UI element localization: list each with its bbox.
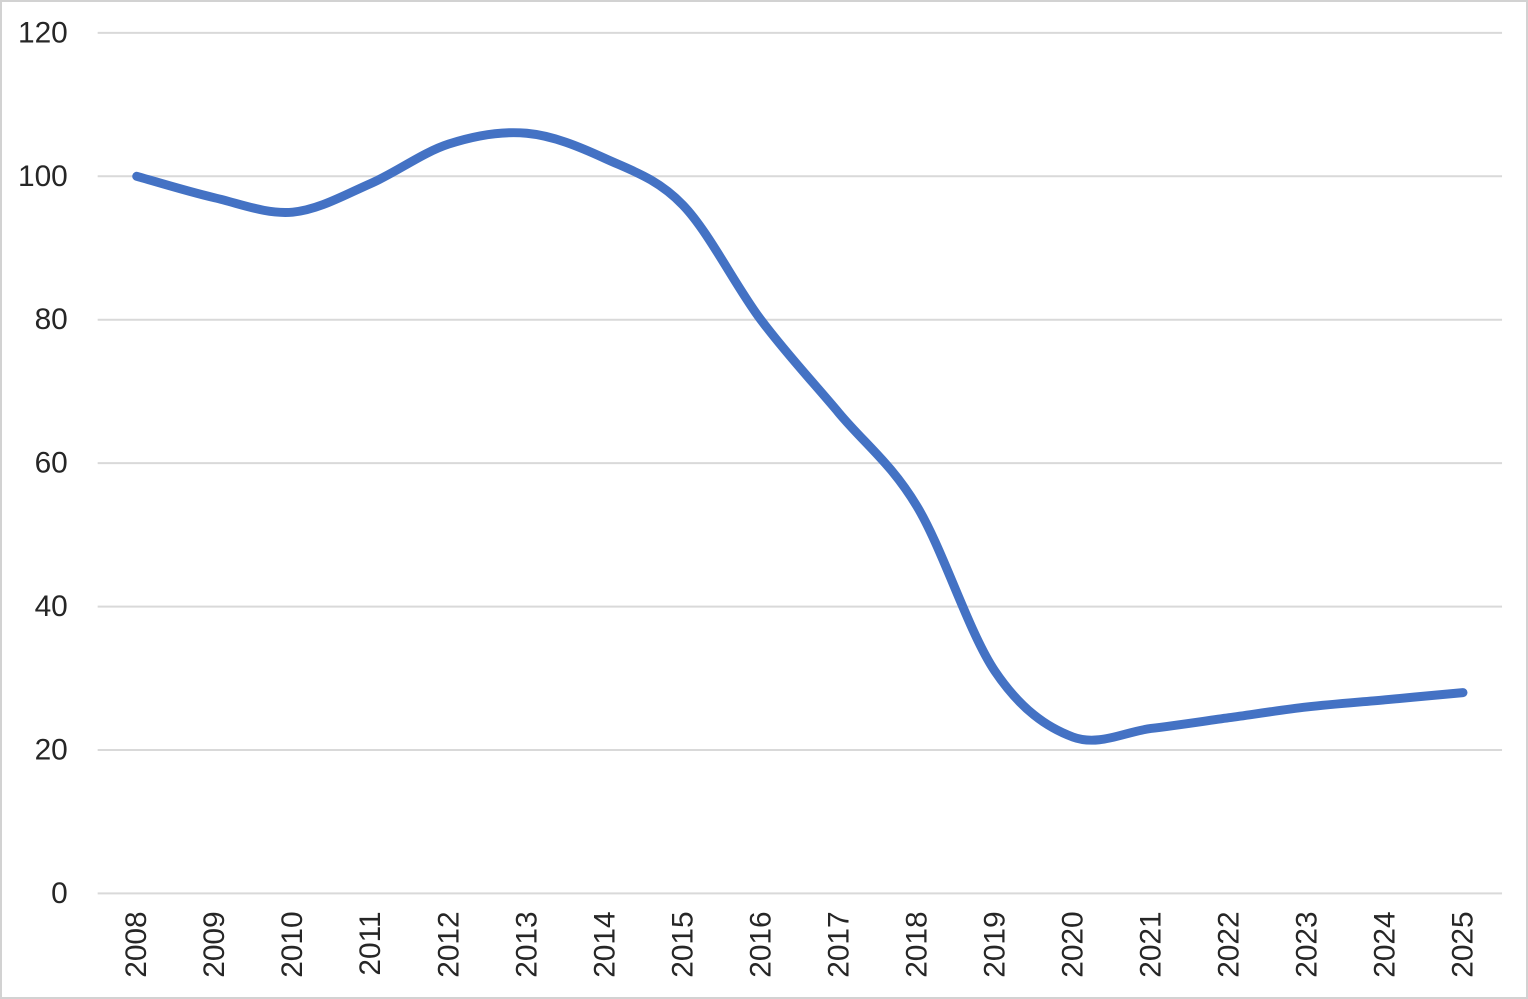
x-tick-label: 2017 — [822, 911, 855, 977]
x-tick-label: 2010 — [276, 911, 309, 977]
x-tick-label: 2023 — [1290, 911, 1323, 977]
x-tick-label: 2012 — [432, 911, 465, 977]
y-tick-label: 20 — [35, 733, 68, 766]
series-line — [132, 128, 1468, 745]
x-tick-label: 2015 — [666, 911, 699, 977]
y-tick-label: 0 — [51, 877, 68, 910]
x-tick-label: 2024 — [1369, 911, 1402, 977]
y-tick-label: 60 — [35, 447, 68, 480]
x-tick-label: 2016 — [744, 911, 777, 977]
x-tick-label: 2018 — [900, 911, 933, 977]
y-tick-label: 120 — [18, 16, 68, 49]
y-tick-label: 80 — [35, 303, 68, 336]
x-tick-label: 2009 — [198, 911, 231, 977]
x-tick-label: 2008 — [120, 911, 153, 977]
x-tick-label: 2025 — [1447, 911, 1480, 977]
x-tick-label: 2022 — [1212, 911, 1245, 977]
y-tick-label: 40 — [35, 590, 68, 623]
x-tick-label: 2011 — [354, 911, 387, 975]
x-tick-label: 2019 — [978, 911, 1011, 977]
x-tick-label: 2014 — [588, 911, 621, 977]
y-tick-label: 100 — [18, 160, 68, 193]
x-tick-label: 2021 — [1134, 911, 1167, 977]
x-tick-label: 2013 — [510, 911, 543, 977]
x-tick-label: 2020 — [1056, 911, 1089, 977]
